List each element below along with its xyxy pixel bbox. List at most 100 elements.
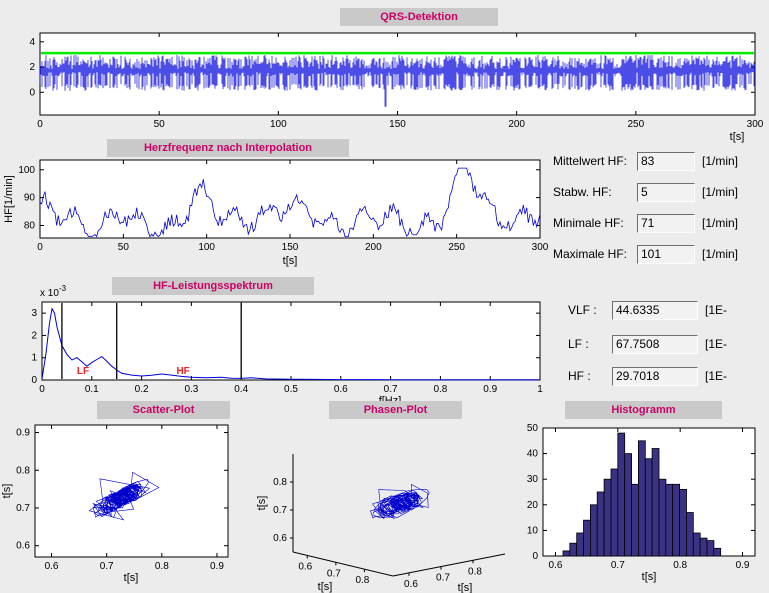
stat-mean-label: Mittelwert HF: [553,154,628,168]
svg-text:0.6: 0.6 [298,561,312,572]
svg-text:0.7: 0.7 [327,568,341,579]
svg-text:100: 100 [270,119,287,130]
svg-text:50: 50 [154,119,166,130]
svg-text:20: 20 [527,500,539,511]
stat-row-min: Minimale HF: [1/min] [553,213,738,233]
svg-text:40: 40 [527,449,539,460]
svg-text:250: 250 [448,242,465,253]
svg-text:0.8: 0.8 [273,477,287,488]
phase-plot: 0.6 0.6 0.6 0.7 0.7 0.7 0.8 0.8 0.8 t[s] t[s] t[s] [256,454,506,593]
svg-text:0: 0 [532,551,538,562]
svg-text:300: 300 [532,242,549,253]
svg-text:t[s]: t[s] [124,572,139,584]
svg-text:250: 250 [627,119,644,130]
qrs-plot: 0 50 100 150 200 250 300 0 2 4 t[s] [29,32,764,143]
svg-text:150: 150 [389,119,406,130]
heartrate-plot-title: Herzfrequenz nach Interpolation [107,139,349,157]
svg-text:t[s]: t[s] [318,581,333,593]
svg-text:0.4: 0.4 [234,384,248,395]
svg-text:t[s]: t[s] [730,131,745,143]
spec-row-hf: HF : [1E- [568,366,727,386]
svg-text:0.1: 0.1 [85,384,99,395]
svg-text:0.8: 0.8 [433,384,447,395]
svg-text:0: 0 [31,375,37,386]
stat-std-label: Stabw. HF: [553,185,612,199]
svg-text:0.6: 0.6 [273,533,287,544]
spec-hf-label: HF : [568,369,591,383]
svg-text:4: 4 [29,37,35,48]
svg-text:0.8: 0.8 [355,575,369,586]
svg-text:t[s]: t[s] [256,496,268,511]
svg-text:0.2: 0.2 [135,384,149,395]
svg-text:300: 300 [747,119,764,130]
svg-text:100: 100 [198,242,215,253]
svg-text:0.6: 0.6 [549,560,563,571]
stat-min-field[interactable] [637,213,695,233]
svg-text:0: 0 [29,87,35,98]
svg-text:HF[1/min]: HF[1/min] [3,175,15,223]
spec-hf-unit: [1E- [705,369,728,383]
svg-text:0.8: 0.8 [673,560,687,571]
svg-text:0: 0 [37,242,43,253]
svg-text:LF: LF [77,366,89,377]
stat-mean-field[interactable] [637,151,695,171]
heartrate-plot: 0 50 100 150 200 250 300 80 90 100 t[s] HF[1/min] [3,159,549,267]
spectrum-plot-title: HF-Leistungsspektrum [112,277,314,295]
stat-row-std: Stabw. HF: [1/min] [553,182,738,202]
svg-text:0.7: 0.7 [273,505,287,516]
svg-text:0: 0 [37,119,43,130]
spectrum-plot: 00.10.20.30.40.50.60.70.80.910123f[Hz]LF… [31,284,543,407]
svg-text:0.8: 0.8 [468,566,482,577]
svg-text:0.7: 0.7 [384,384,398,395]
svg-text:50: 50 [527,423,539,434]
svg-text:1: 1 [31,353,37,364]
svg-text:0.6: 0.6 [45,561,59,572]
svg-text:0.6: 0.6 [16,541,30,552]
svg-text:80: 80 [24,220,36,231]
svg-text:t[s]: t[s] [283,255,298,267]
stat-row-max: Maximale HF: [1/min] [553,244,738,264]
svg-text:0.7: 0.7 [436,573,450,584]
stat-row-mean: Mittelwert HF: [1/min] [553,151,738,171]
svg-text:0.9: 0.9 [16,428,30,439]
spec-row-lf: LF : [1E- [568,334,727,354]
svg-text:x 10-3: x 10-3 [40,284,67,299]
spec-row-vlf: VLF : [1E- [568,300,727,320]
svg-text:0: 0 [39,384,45,395]
scatter-plot-title: Scatter-Plot [97,401,230,419]
svg-text:0.6: 0.6 [404,579,418,590]
spec-vlf-unit: [1E- [705,303,728,317]
qrs-plot-title: QRS-Detektion [340,8,498,26]
stat-max-field[interactable] [637,244,695,264]
svg-text:t[s]: t[s] [458,582,473,593]
histogram-plot: 0.6 0.7 0.8 0.9 0 10 20 30 40 50 t[s] [527,423,756,583]
svg-text:0.5: 0.5 [284,384,298,395]
svg-text:0.7: 0.7 [100,561,114,572]
spec-lf-field[interactable] [612,334,698,354]
stat-min-unit: [1/min] [702,216,739,230]
svg-text:200: 200 [508,119,525,130]
stat-max-unit: [1/min] [702,247,739,261]
spec-vlf-field[interactable] [612,300,698,320]
svg-text:0.8: 0.8 [16,465,30,476]
stat-std-field[interactable] [637,182,695,202]
spec-vlf-label: VLF : [568,303,597,317]
svg-text:0.9: 0.9 [210,561,224,572]
spec-lf-label: LF : [568,337,589,351]
histogram-plot-title: Histogramm [565,401,722,419]
svg-text:0.6: 0.6 [334,384,348,395]
svg-text:50: 50 [118,242,130,253]
svg-text:30: 30 [527,474,539,485]
spec-hf-field[interactable] [612,366,698,386]
svg-text:90: 90 [24,193,36,204]
svg-text:t[s]: t[s] [1,484,13,499]
svg-text:t[s]: t[s] [642,571,657,583]
spec-lf-unit: [1E- [705,337,728,351]
svg-text:10: 10 [527,525,539,536]
svg-text:0.9: 0.9 [736,560,750,571]
stat-min-label: Minimale HF: [553,216,624,230]
svg-text:HF: HF [176,366,189,377]
svg-text:1: 1 [537,384,543,395]
